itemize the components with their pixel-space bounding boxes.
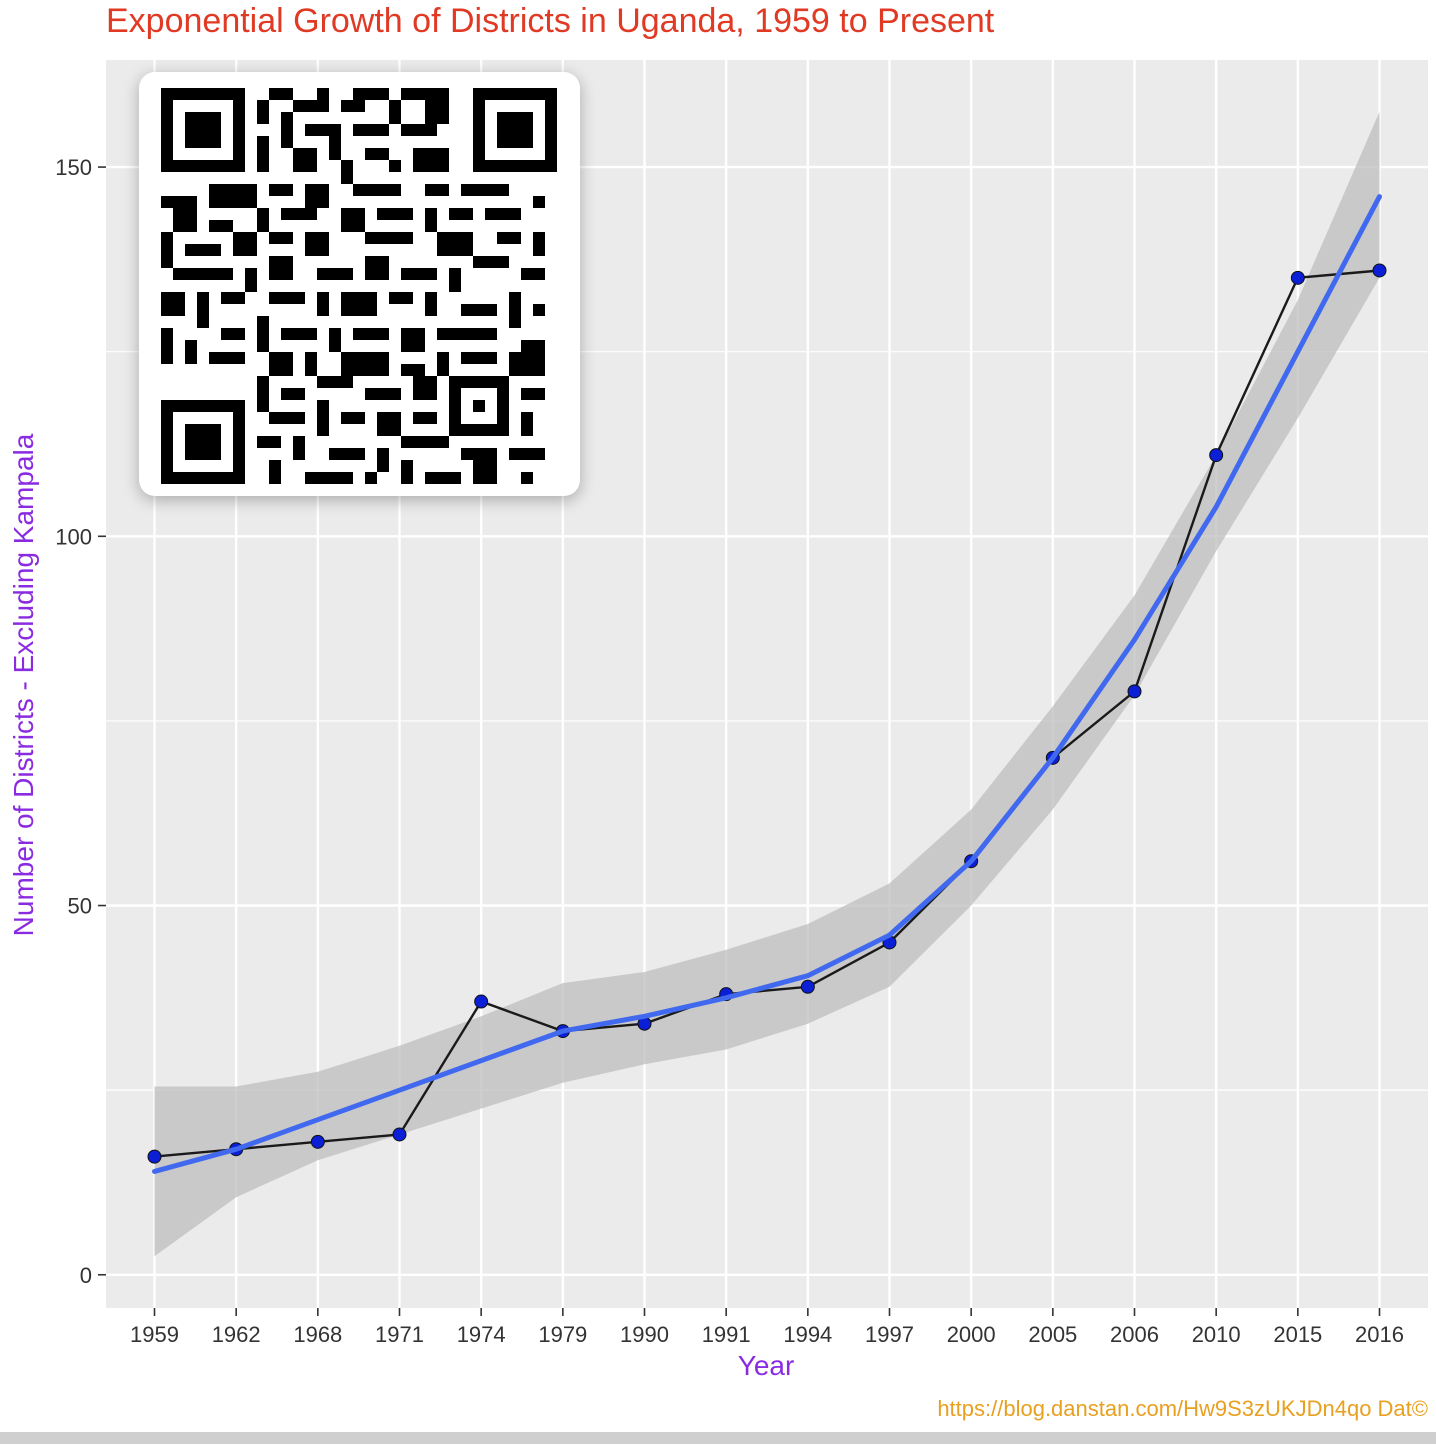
- qr-code-card[interactable]: [139, 72, 580, 496]
- y-tick-label: 100: [55, 524, 92, 549]
- x-tick-label: 1968: [293, 1322, 342, 1347]
- qr-code-icon: [161, 88, 557, 484]
- data-point: [1290, 270, 1305, 285]
- x-tick-label: 1959: [130, 1322, 179, 1347]
- x-tick-label: 1971: [375, 1322, 424, 1347]
- x-tick-label: 1990: [620, 1322, 669, 1347]
- window-bottom-bar: [0, 1432, 1436, 1444]
- y-axis-ticks: 0 50 100 150: [55, 155, 106, 1288]
- x-tick-label: 2015: [1273, 1322, 1322, 1347]
- chart-title: Exponential Growth of Districts in Ugand…: [106, 2, 995, 40]
- x-tick-label: 2005: [1028, 1322, 1077, 1347]
- data-point: [474, 994, 489, 1009]
- data-point: [1127, 684, 1142, 699]
- data-point: [147, 1149, 162, 1164]
- x-axis-label: Year: [737, 1350, 795, 1381]
- x-tick-label: 1994: [783, 1322, 832, 1347]
- x-tick-label: 1991: [702, 1322, 751, 1347]
- data-point: [1209, 448, 1224, 463]
- y-axis-label: Number of Districts - Excluding Kampala: [8, 433, 39, 937]
- y-tick-label: 50: [68, 894, 92, 919]
- data-point: [800, 979, 815, 994]
- data-point: [392, 1127, 407, 1142]
- x-tick-label: 1962: [212, 1322, 261, 1347]
- x-tick-label: 2000: [947, 1322, 996, 1347]
- x-tick-label: 1979: [538, 1322, 587, 1347]
- x-tick-label: 2016: [1355, 1322, 1404, 1347]
- data-point: [1372, 263, 1387, 278]
- smooth-trend-line: [152, 194, 1382, 1174]
- x-tick-label: 1974: [457, 1322, 506, 1347]
- data-point: [310, 1134, 325, 1149]
- x-tick-label: 2010: [1192, 1322, 1241, 1347]
- x-tick-label: 2006: [1110, 1322, 1159, 1347]
- y-tick-label: 0: [80, 1263, 92, 1288]
- source-credit[interactable]: https://blog.danstan.com/Hw9S3zUKJDn4qo …: [937, 1396, 1428, 1421]
- x-axis-ticks: 1959 1962 1968 1971 1974 1979 1990 1991 1994 1997…: [130, 1308, 1404, 1347]
- x-tick-label: 1997: [865, 1322, 914, 1347]
- y-tick-label: 150: [55, 155, 92, 180]
- confidence-band: [154, 111, 1380, 1257]
